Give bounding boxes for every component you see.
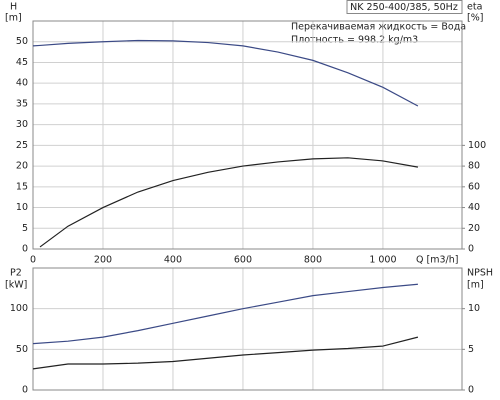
title-box bbox=[346, 0, 463, 14]
curve-eta bbox=[39, 157, 419, 248]
plot-frame bbox=[32, 20, 463, 250]
curve-p2 bbox=[32, 283, 418, 345]
y-tick-label: 0 bbox=[22, 385, 28, 396]
y-tick-label: 20 bbox=[16, 161, 28, 172]
y-tick-label: 15 bbox=[16, 181, 28, 192]
curve-h bbox=[32, 39, 419, 107]
y-tick-label: 50 bbox=[16, 36, 28, 47]
y2-tick-label: 5 bbox=[468, 344, 474, 355]
chart-title: NK 250-400/385, 50Hz bbox=[350, 2, 458, 13]
y2-tick-label: 10 bbox=[468, 303, 480, 314]
y2-tick-label: 60 bbox=[468, 181, 480, 192]
y-tick-label: 0 bbox=[22, 244, 28, 255]
y-tick-label: 10 bbox=[16, 202, 28, 213]
y2-axis-label: NPSH bbox=[467, 268, 493, 279]
y2-tick-label: 0 bbox=[468, 385, 474, 396]
x-tick-label: 600 bbox=[234, 255, 252, 266]
y-tick-label: 25 bbox=[16, 140, 28, 151]
y-tick-label: 45 bbox=[16, 57, 28, 68]
annotation: Перекачиваемая жидкость = Вода bbox=[291, 22, 466, 33]
y2-tick-label: 80 bbox=[468, 161, 480, 172]
curve-npsh bbox=[32, 336, 419, 370]
annotation: Плотность = 998.2 kg/m3 bbox=[291, 35, 418, 46]
x-tick-label: 800 bbox=[304, 255, 322, 266]
y-tick-label: 35 bbox=[16, 98, 28, 109]
y-tick-label: 30 bbox=[16, 119, 28, 130]
y2-axis-unit: [m] bbox=[467, 280, 484, 291]
y-axis-label: H bbox=[10, 2, 17, 13]
y2-tick-label: 40 bbox=[468, 202, 480, 213]
x-tick-label: 1 000 bbox=[369, 255, 396, 266]
y2-axis-label: eta bbox=[467, 2, 482, 13]
y2-tick-label: 20 bbox=[468, 223, 480, 234]
y2-tick-label: 100 bbox=[468, 140, 486, 151]
y-axis-label: P2 bbox=[10, 268, 22, 279]
x-tick-label: 400 bbox=[164, 255, 182, 266]
y-tick-label: 40 bbox=[16, 78, 28, 89]
y-tick-label: 50 bbox=[16, 344, 28, 355]
plot-frame bbox=[32, 267, 463, 391]
y2-tick-label: 0 bbox=[468, 244, 474, 255]
x-tick-label: 0 bbox=[30, 255, 36, 266]
x-axis-label: Q [m3/h] bbox=[416, 255, 458, 266]
x-tick-label: 200 bbox=[94, 255, 112, 266]
y-axis-unit: [kW] bbox=[5, 280, 27, 291]
y-tick-label: 100 bbox=[10, 303, 28, 314]
y-axis-unit: [m] bbox=[5, 13, 22, 24]
y2-axis-unit: [%] bbox=[467, 13, 483, 24]
y-tick-label: 5 bbox=[22, 223, 28, 234]
